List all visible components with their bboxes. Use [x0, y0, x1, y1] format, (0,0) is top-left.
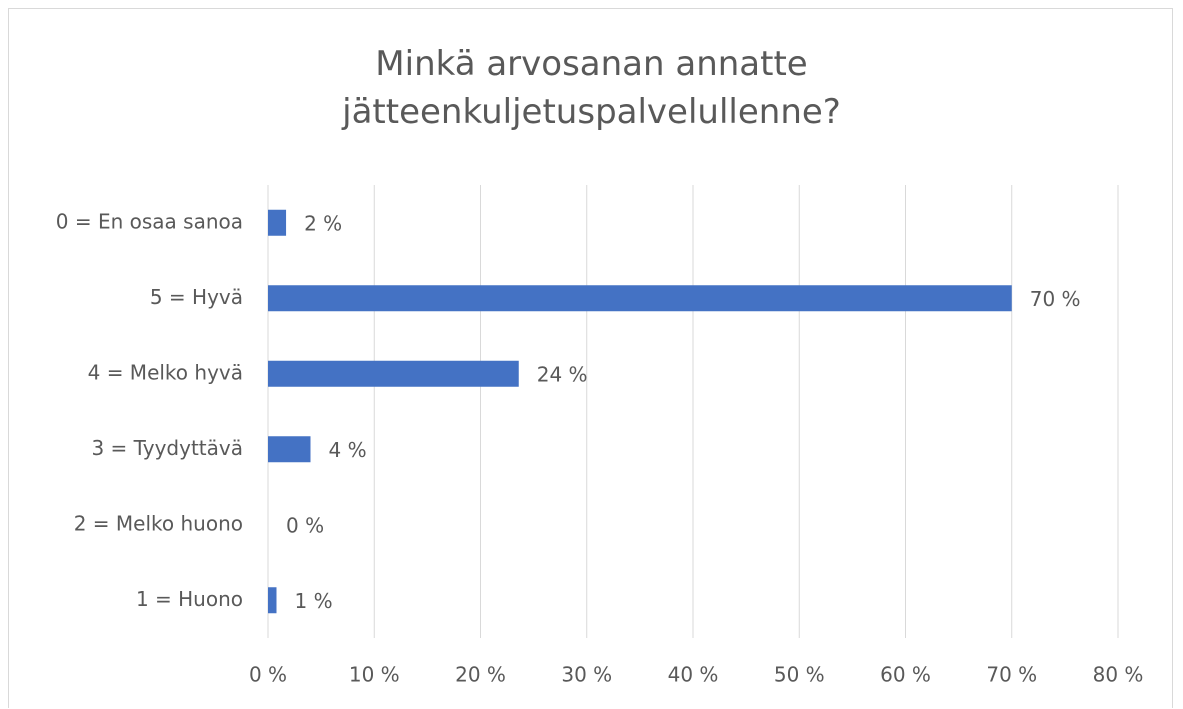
y-tick-label: 5 = Hyvä	[150, 285, 243, 309]
bar	[268, 587, 277, 614]
title-box: Minkä arvosanan annatte jätteenkuljetusp…	[0, 40, 1183, 136]
data-label: 4 %	[329, 438, 367, 462]
x-tick-label: 70 %	[986, 663, 1037, 687]
y-tick-label: 4 = Melko hyvä	[88, 360, 243, 384]
x-tick-label: 0 %	[249, 663, 287, 687]
x-tick-label: 40 %	[668, 663, 719, 687]
y-tick-label: 0 = En osaa sanoa	[56, 209, 243, 233]
data-label: 2 %	[304, 211, 342, 235]
x-tick-label: 30 %	[561, 663, 612, 687]
x-tick-label: 60 %	[880, 663, 931, 687]
data-label: 24 %	[537, 362, 588, 386]
x-tick-label: 50 %	[774, 663, 825, 687]
bar	[268, 285, 1012, 312]
x-tick-label: 10 %	[349, 663, 400, 687]
data-label: 0 %	[286, 513, 324, 537]
x-tick-label: 80 %	[1093, 663, 1144, 687]
data-label: 70 %	[1030, 287, 1081, 311]
data-label: 1 %	[295, 589, 333, 613]
bar	[268, 360, 519, 387]
y-tick-label: 1 = Huono	[136, 587, 243, 611]
chart-title: Minkä arvosanan annatte jätteenkuljetusp…	[342, 44, 841, 132]
bar	[268, 436, 311, 463]
y-tick-label: 3 = Tyydyttävä	[91, 436, 243, 460]
x-tick-label: 20 %	[455, 663, 506, 687]
y-tick-label: 2 = Melko huono	[74, 511, 243, 535]
chart-border	[8, 8, 1173, 708]
bar	[268, 209, 287, 236]
